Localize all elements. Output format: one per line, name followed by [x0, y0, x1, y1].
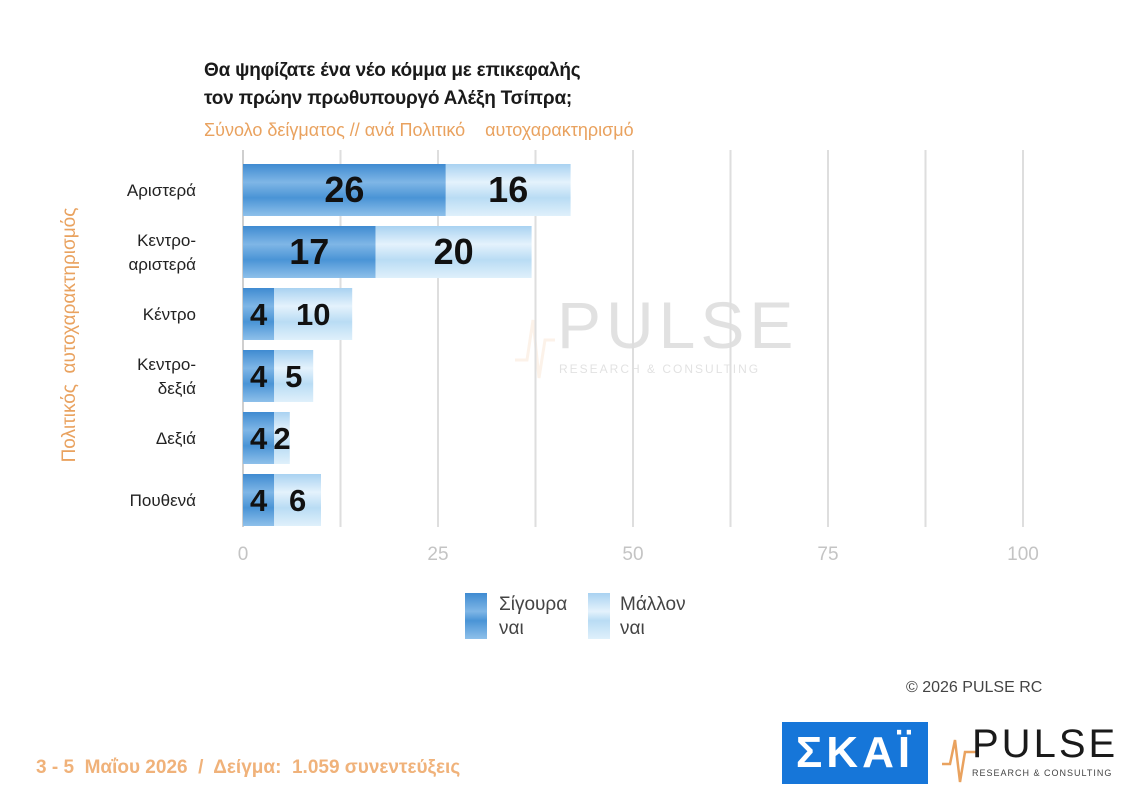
- x-tick-label: 0: [238, 544, 249, 565]
- pulse-line-icon: [942, 739, 976, 783]
- legend-swatch-likely: [588, 593, 610, 639]
- bar-likely-yes: [274, 474, 321, 526]
- data-label: 5: [285, 359, 302, 394]
- category-label: Αριστερά: [127, 181, 196, 200]
- x-tick-label: 25: [427, 544, 448, 565]
- bar-likely-yes: [274, 288, 353, 340]
- legend-label-likely-line-2: ναι: [620, 618, 645, 639]
- bar-sure-yes: [243, 164, 446, 216]
- data-label: 10: [296, 297, 330, 332]
- watermark-sub: RESEARCH & CONSULTING: [559, 362, 761, 376]
- copyright: © 2026 PULSE RC: [906, 679, 1043, 696]
- data-label: 6: [289, 483, 306, 518]
- bar-likely-yes: [375, 226, 532, 278]
- bar-sure-yes: [243, 288, 275, 340]
- bar-likely-yes: [274, 350, 314, 402]
- data-label: 4: [250, 359, 268, 394]
- category-label: Πουθενά: [130, 491, 197, 510]
- pulse-logo-sub: RESEARCH & CONSULTING: [972, 768, 1113, 778]
- bar-sure-yes: [243, 350, 275, 402]
- legend-label-sure-line-2: ναι: [499, 618, 524, 639]
- x-tick-label: 75: [817, 544, 838, 565]
- footer-survey-info: 3 - 5 Μαΐου 2026 / Δείγμα: 1.059 συνεντε…: [36, 757, 461, 778]
- category-label: Κέντρο: [143, 305, 196, 324]
- bar-likely-yes: [445, 164, 571, 216]
- data-label: 26: [324, 169, 364, 210]
- legend-label-sure: Σίγουρα ναι: [499, 593, 567, 641]
- chart-subtitle: Σύνολο δείγματος // ανά Πολιτικό αυτοχαρ…: [204, 120, 634, 140]
- category-label: Δεξιά: [156, 429, 196, 448]
- bar-likely-yes: [274, 412, 290, 464]
- legend-label-likely-line-1: Μάλλον: [620, 594, 686, 615]
- data-label: 16: [488, 169, 528, 210]
- category-label: αριστερά: [128, 255, 196, 274]
- legend-swatch-sure: [465, 593, 487, 639]
- x-tick-label: 100: [1007, 544, 1039, 565]
- chart-title-line-1: Θα ψηφίζατε ένα νέο κόμμα με επικεφαλής: [204, 60, 581, 81]
- bar-sure-yes: [243, 226, 376, 278]
- pulse-logo-word: PULSE: [972, 722, 1119, 766]
- category-label: δεξιά: [158, 379, 196, 398]
- data-label: 17: [289, 231, 329, 272]
- legend-label-likely: Μάλλον ναι: [620, 593, 686, 641]
- bar-sure-yes: [243, 474, 275, 526]
- data-label: 4: [250, 483, 268, 518]
- chart-title-line-2: τον πρώην πρωθυπουργό Αλέξη Τσίπρα;: [204, 88, 573, 109]
- category-label: Κεντρο-: [137, 231, 196, 250]
- skai-logo: ΣΚΑΪ: [782, 722, 928, 784]
- pulse-logo: PULSE RESEARCH & CONSULTING: [942, 722, 1115, 784]
- data-label: 2: [273, 421, 290, 456]
- bar-sure-yes: [243, 412, 275, 464]
- category-label: Κεντρο-: [137, 355, 196, 374]
- x-tick-label: 50: [622, 544, 643, 565]
- data-label: 4: [250, 421, 268, 456]
- data-label: 20: [434, 231, 474, 272]
- watermark-word: PULSE: [557, 288, 799, 362]
- legend-label-sure-line-1: Σίγουρα: [499, 594, 568, 615]
- data-label: 4: [250, 297, 268, 332]
